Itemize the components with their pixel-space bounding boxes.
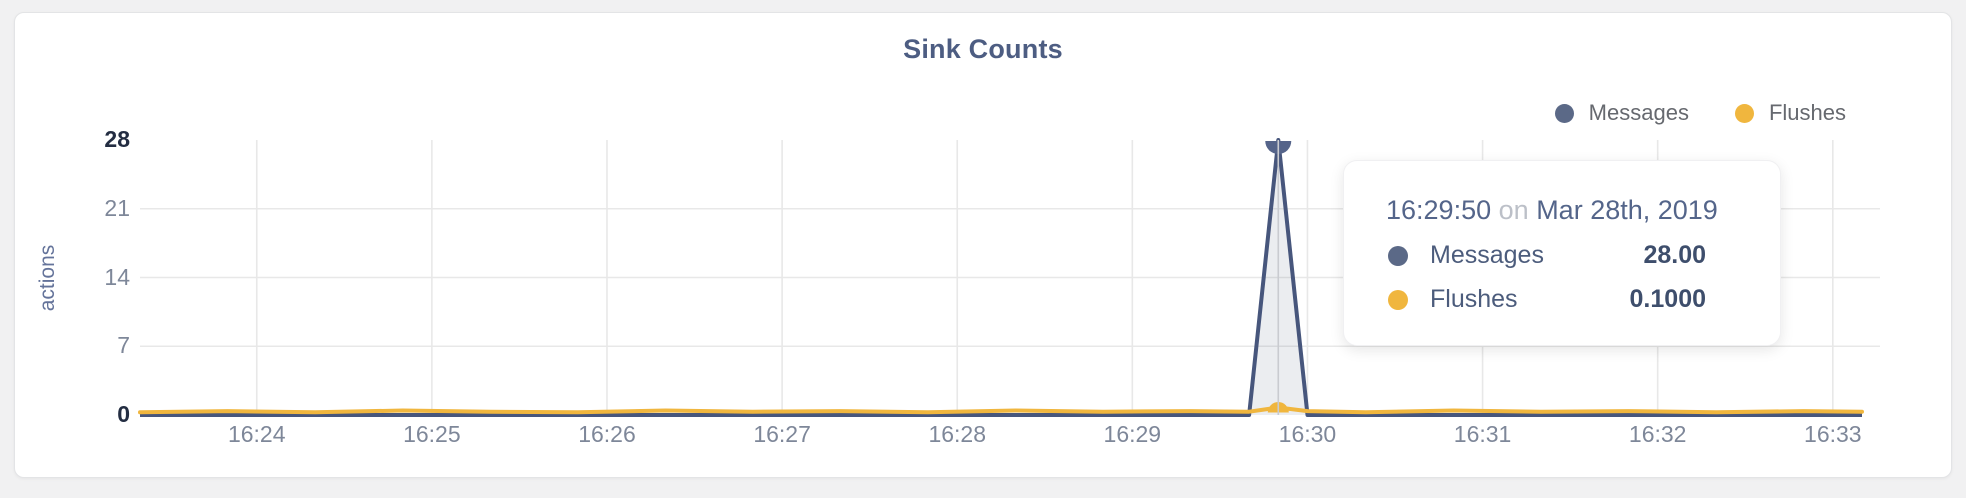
legend-item-messages[interactable]: Messages — [1554, 100, 1689, 126]
tooltip-value-flushes: 0.1000 — [1629, 285, 1706, 313]
flushes-legend-dot-icon — [1734, 103, 1754, 123]
messages-legend-dot-icon — [1554, 103, 1574, 123]
chart-tooltip: 16:29:50 on Mar 28th, 2019 Messages 28.0… — [1343, 160, 1781, 346]
tooltip-label-flushes: Flushes — [1430, 285, 1518, 313]
tooltip-time: 16:29:50 — [1386, 195, 1492, 225]
x-tick-label: 16:28 — [928, 421, 986, 447]
tooltip-label-messages: Messages — [1430, 241, 1544, 269]
x-tick-label: 16:29 — [1103, 421, 1162, 447]
x-tick-label: 16:31 — [1453, 421, 1512, 447]
x-tick-label: 16:25 — [403, 421, 461, 447]
chart-title: Sink Counts — [903, 34, 1063, 64]
tooltip-date: Mar 28th, 2019 — [1536, 195, 1718, 225]
x-tick-label: 16:26 — [578, 421, 636, 447]
x-tick-label: 16:27 — [753, 421, 811, 447]
y-tick-label: 0 — [117, 401, 130, 427]
legend-label-flushes: Flushes — [1768, 100, 1846, 125]
legend-item-flushes[interactable]: Flushes — [1734, 100, 1846, 126]
messages-dot-icon — [1388, 245, 1408, 266]
x-tick-label: 16:33 — [1804, 421, 1862, 447]
hover-crosshair — [1265, 140, 1292, 415]
series-flushes — [138, 405, 1864, 415]
tooltip-row-flushes: Flushes 0.1000 — [1388, 285, 1706, 314]
x-tick-label: 16:32 — [1628, 421, 1687, 447]
tooltip-title: 16:29:50 on Mar 28th, 2019 — [1386, 195, 1740, 226]
y-tick-label: 21 — [104, 194, 130, 221]
chart-legend: Messages Flushes — [1554, 100, 1846, 126]
tooltip-row-messages: Messages 28.00 — [1388, 241, 1706, 270]
y-tick-label: 14 — [104, 263, 130, 290]
x-tick-label: 16:24 — [227, 421, 286, 447]
tooltip-conjunction: on — [1498, 195, 1529, 225]
tooltip-value-messages: 28.00 — [1643, 241, 1706, 269]
flushes-dot-icon — [1388, 289, 1408, 310]
x-tick-label: 16:30 — [1278, 421, 1337, 447]
y-tick-label: 28 — [104, 126, 130, 152]
legend-label-messages: Messages — [1588, 100, 1689, 125]
y-tick-label: 7 — [117, 332, 130, 359]
